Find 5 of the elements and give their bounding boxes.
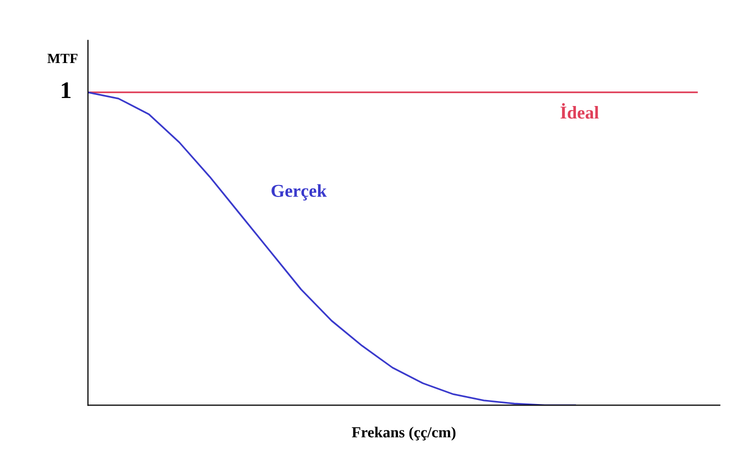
- x-axis-title: Frekans (çç/cm): [352, 426, 456, 441]
- y-axis-title: MTF: [47, 54, 78, 63]
- series-label: Gerçek: [272, 184, 327, 200]
- text: 1: [62, 82, 71, 98]
- series-label: İdeal: [560, 103, 599, 119]
